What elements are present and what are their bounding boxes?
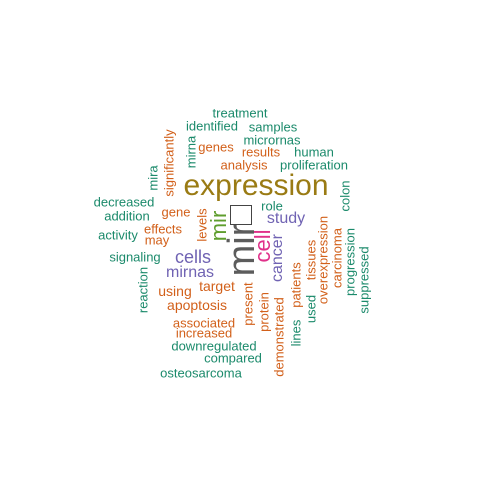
word-apoptosis: apoptosis — [167, 297, 227, 313]
word-overexpression: overexpression — [315, 215, 331, 305]
word-protein: protein — [256, 292, 272, 332]
word-using: using — [158, 283, 192, 299]
word-identified: identified — [185, 118, 239, 134]
word-signaling: signaling — [109, 249, 161, 265]
word-samples: samples — [248, 119, 298, 135]
word-cancer: cancer — [269, 233, 286, 283]
word-effects: effects — [143, 221, 183, 237]
word-patients: patients — [288, 262, 304, 308]
word-proliferation: proliferation — [280, 157, 348, 173]
word-treatment: treatment — [212, 105, 268, 121]
word-may: may — [144, 232, 170, 248]
word-present: present — [240, 282, 256, 326]
word-levels: levels — [194, 208, 210, 242]
word-downregulated: downregulated — [171, 338, 257, 354]
word-compared: compared — [204, 350, 262, 366]
word-study: study — [266, 210, 306, 227]
word-target: target — [199, 278, 235, 294]
word-suppressed: suppressed — [356, 246, 372, 314]
word-reaction: reaction — [135, 266, 151, 314]
word-micrornas: micrornas — [243, 132, 301, 148]
word-increased: increased — [175, 325, 233, 341]
word-cells: cells — [174, 247, 212, 267]
word-lines: lines — [288, 319, 304, 347]
word-associated: associated — [172, 315, 236, 331]
word-addition: addition — [104, 208, 150, 224]
word-decreased: decreased — [93, 194, 155, 210]
word-analysis: analysis — [220, 157, 268, 173]
word-human: human — [294, 144, 334, 160]
word-mirnas: mirnas — [165, 264, 215, 281]
word-progression: progression — [342, 228, 358, 296]
word-gene: gene — [161, 204, 191, 220]
word-genes: genes — [198, 139, 234, 155]
word-demonstrated: demonstrated — [271, 297, 287, 377]
word-expression: expression — [183, 169, 329, 202]
word-osteosarcoma: osteosarcoma — [160, 365, 242, 381]
word-colon: colon — [337, 180, 353, 212]
word-results: results — [241, 144, 281, 160]
placeholder-box — [230, 205, 252, 225]
word-role: role — [261, 198, 283, 214]
word-mira: mira — [145, 165, 161, 191]
word-mir-green: mir — [206, 210, 231, 242]
word-activity: activity — [98, 227, 138, 243]
word-mirna: mirna — [183, 135, 199, 169]
word-significantly: significantly — [161, 129, 177, 197]
